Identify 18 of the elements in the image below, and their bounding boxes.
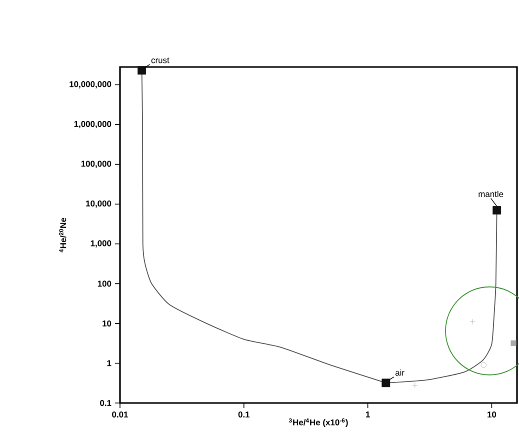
y-tick-label: 1,000,000 [74, 120, 112, 128]
y-tick-label: 0.1 [100, 400, 112, 406]
x-tick-label: 10 [488, 412, 496, 418]
y-tick-label: 100 [98, 280, 112, 287]
y-tick-label: 1 [107, 360, 112, 366]
y-tick-label: 10,000 [86, 200, 112, 208]
y-tick-label: 10 [102, 320, 112, 326]
x-tick-label: 0.01 [112, 412, 128, 418]
x-tick-label: 1 [366, 412, 370, 418]
annotation: air [395, 369, 404, 376]
x-axis-title: $^{3}$He/$^{4}$He (x10$^{-6}$) [288, 418, 348, 428]
annotation: crust [151, 58, 170, 64]
annotation: mantle [478, 190, 504, 198]
y-tick-label: 10,000,000 [70, 81, 112, 88]
y-axis-title: $^{4}$He/$^{20}$Ne [59, 218, 66, 252]
y-tick-label: 1,000 [90, 240, 112, 248]
x-tick-label: 0.1 [238, 412, 250, 418]
y-tick-label: 100,000 [81, 160, 112, 168]
